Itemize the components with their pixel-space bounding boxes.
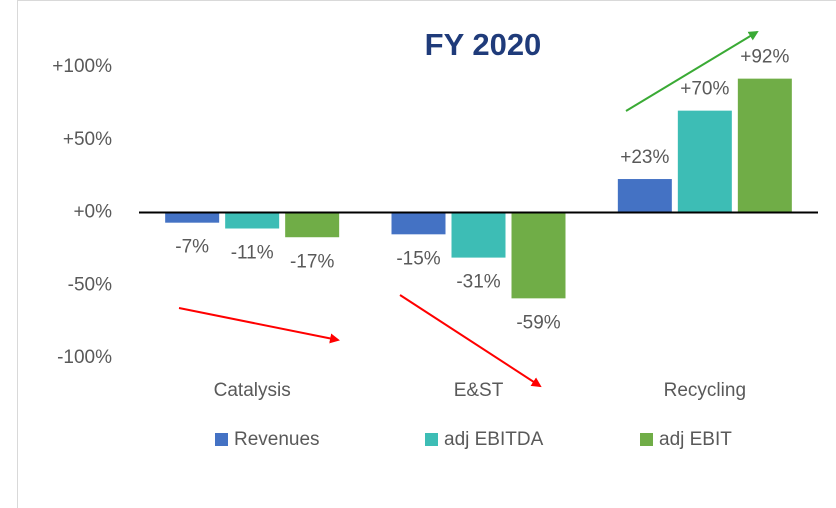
value-label: -31% (456, 272, 500, 293)
y-tick-label: +0% (73, 202, 112, 223)
bar (225, 212, 280, 229)
x-tick-label: Recycling (664, 380, 746, 401)
y-tick-label: +50% (63, 129, 112, 150)
bar (677, 110, 732, 213)
legend-label: Revenues (234, 429, 320, 450)
bar (165, 212, 220, 223)
bar (451, 212, 506, 258)
value-label: -7% (175, 237, 209, 258)
y-tick-label: -100% (57, 347, 112, 368)
legend-label: adj EBIT (659, 429, 732, 450)
value-label: +92% (740, 47, 789, 68)
chart-title: FY 2020 (425, 27, 542, 62)
y-tick-label: +100% (52, 56, 112, 77)
value-label: -15% (396, 248, 440, 269)
frame (17, 0, 836, 508)
bar (285, 212, 340, 238)
x-tick-label: Catalysis (214, 380, 291, 401)
legend-swatch (425, 433, 438, 446)
value-label: -11% (231, 243, 274, 264)
arrow (178, 307, 340, 344)
legend-swatch (215, 433, 228, 446)
y-tick-label: -50% (68, 274, 112, 295)
legend-swatch (640, 433, 653, 446)
value-label: +70% (680, 79, 729, 100)
value-label: +23% (620, 147, 669, 168)
bar (511, 212, 566, 299)
arrow (399, 294, 542, 388)
legend-label: adj EBITDA (444, 429, 544, 450)
arrow (625, 30, 759, 112)
value-label: -59% (516, 312, 560, 333)
value-label: -17% (290, 251, 334, 272)
bar (617, 179, 672, 213)
bar (737, 78, 792, 213)
bar (391, 212, 446, 235)
x-tick-label: E&ST (454, 380, 504, 401)
